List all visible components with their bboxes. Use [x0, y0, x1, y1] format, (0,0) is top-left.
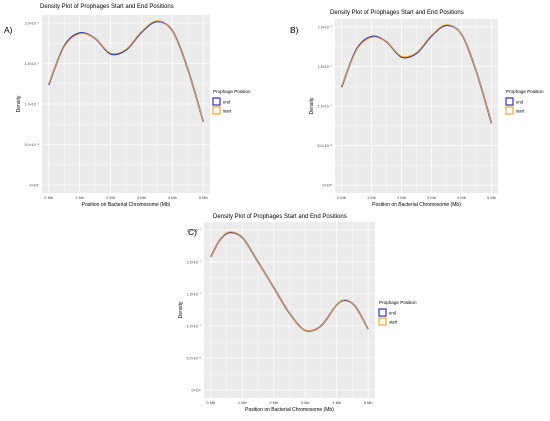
y-tick-label: 1.0×10⁻⁷ — [25, 103, 40, 107]
y-tick-label: 0×10⁰ — [322, 184, 332, 188]
panel-label: A) — [4, 25, 13, 35]
legend-key-start — [212, 106, 221, 115]
chart-title: Density Plot of Prophages Start and End … — [213, 214, 347, 220]
x-tick-label: 0 Mb — [337, 195, 347, 200]
y-tick-label: 1.0×10⁻⁷ — [187, 325, 202, 329]
x-tick-label: 3 Mb — [427, 195, 437, 200]
panel-label: B) — [290, 25, 299, 35]
legend-label: start — [223, 108, 232, 113]
x-tick-label: 2 Mb — [397, 195, 407, 200]
x-tick-label: 3 Mb — [137, 195, 147, 200]
x-tick-label: 2 Mb — [269, 400, 279, 405]
chart-title: Density Plot of Prophages Start and End … — [40, 4, 174, 10]
x-tick-label: 1 Mb — [367, 195, 377, 200]
legend-title: Prophage Position — [213, 89, 251, 94]
x-tick-label: 3 Mb — [301, 400, 311, 405]
legend-key-end — [378, 308, 387, 317]
y-tick-label: 1.5×10⁻⁷ — [318, 65, 333, 69]
x-axis-label: Position on Bacterial Chromosome (Mb) — [82, 202, 171, 208]
y-tick-label: 5.0×10⁻⁸ — [186, 357, 201, 361]
legend-key-start — [378, 317, 387, 326]
y-tick-label: 1.5×10⁻⁷ — [187, 292, 202, 296]
legend-title: Prophage Position — [379, 300, 417, 305]
legend-key-end — [212, 97, 221, 106]
x-tick-label: 5 Mb — [364, 400, 374, 405]
series-line-start — [48, 20, 204, 122]
y-tick-label: 2.0×10⁻⁷ — [318, 25, 333, 29]
x-tick-label: 4 Mb — [168, 195, 178, 200]
series-line-start — [210, 231, 369, 332]
x-tick-label: 5 Mb — [487, 195, 497, 200]
y-tick-label: 2.5×10⁻⁷ — [187, 228, 202, 232]
chart-panel-1: A) Density Plot of Prophages Start and En… — [4, 4, 251, 208]
x-tick-label: 1 Mb — [75, 195, 85, 200]
chart-panel-3: C) Density Plot of Prophages Start and En… — [178, 214, 417, 413]
y-tick-label: 5.0×10⁻⁸ — [24, 143, 39, 147]
chart-panel-2: B) Density Plot of Prophages Start and En… — [290, 10, 544, 208]
legend-label: end — [223, 99, 231, 104]
y-tick-label: 0×10⁰ — [191, 389, 201, 393]
legend-label: end — [516, 99, 524, 104]
x-tick-label: 1 Mb — [238, 400, 248, 405]
x-tick-label: 2 Mb — [106, 195, 116, 200]
x-axis-label: Position on Bacterial Chromosome (Mb) — [372, 202, 461, 208]
x-tick-label: 4 Mb — [457, 195, 467, 200]
x-tick-label: 4 Mb — [332, 400, 342, 405]
y-axis-label: Density — [309, 97, 315, 114]
y-tick-label: 1.5×10⁻⁷ — [25, 62, 40, 66]
legend: Prophage Position end start — [212, 89, 251, 115]
y-axis-label: Density — [178, 301, 184, 318]
legend-key-end — [505, 97, 514, 106]
series-line-start — [341, 24, 492, 124]
y-tick-label: 1.0×10⁻⁷ — [318, 105, 333, 109]
x-axis-label: Position on Bacterial Chromosome (Mb) — [245, 407, 334, 413]
chart-title: Density Plot of Prophages Start and End … — [330, 10, 464, 16]
y-tick-label: 0×10⁰ — [29, 183, 39, 187]
y-axis-label: Density — [16, 95, 22, 112]
legend-label: end — [389, 310, 397, 315]
y-tick-label: 2.0×10⁻⁷ — [187, 260, 202, 264]
legend-key-start — [505, 106, 514, 115]
legend-label: start — [389, 319, 398, 324]
x-tick-label: 0 Mb — [44, 195, 54, 200]
y-tick-label: 5.0×10⁻⁸ — [317, 144, 332, 148]
x-tick-label: 5 Mb — [199, 195, 209, 200]
y-tick-label: 2.0×10⁻⁷ — [25, 22, 40, 26]
legend-title: Prophage Position — [506, 89, 544, 94]
legend: Prophage Position end start — [505, 89, 544, 115]
legend: Prophage Position end start — [378, 300, 417, 326]
panel-label: C) — [188, 227, 197, 237]
x-tick-label: 0 Mb — [206, 400, 216, 405]
legend-label: start — [516, 108, 525, 113]
